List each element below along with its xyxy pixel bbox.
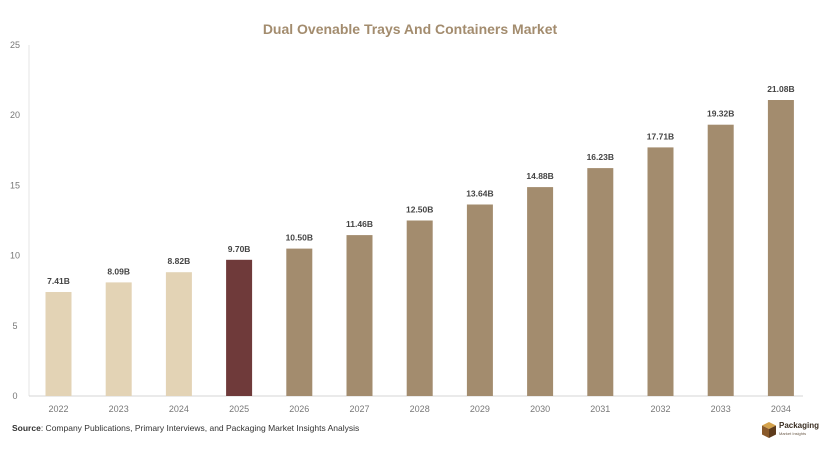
y-tick-label: 25 (10, 40, 20, 50)
data-label-2027: 11.46B (346, 219, 373, 229)
y-tick-label: 20 (10, 110, 20, 120)
x-tick-label-2022: 2022 (48, 404, 68, 414)
bar-2023 (105, 282, 132, 396)
source-label: Source (12, 423, 41, 433)
data-label-2030: 14.88B (526, 171, 553, 181)
source-note: Source: Company Publications, Primary In… (12, 423, 359, 433)
data-label-2034: 21.08B (767, 84, 794, 94)
source-text: : Company Publications, Primary Intervie… (40, 423, 360, 433)
data-label-2032: 17.71B (647, 131, 674, 141)
data-label-2028: 12.50B (406, 205, 433, 215)
x-tick-label-2034: 2034 (771, 404, 791, 414)
x-tick-label-2032: 2032 (650, 404, 670, 414)
bar-2031 (587, 168, 614, 396)
data-label-2033: 19.32B (707, 109, 734, 119)
x-tick-label-2031: 2031 (590, 404, 610, 414)
bar-2034 (767, 100, 794, 396)
x-tick-label-2025: 2025 (229, 404, 249, 414)
bar-2028 (406, 220, 433, 396)
bar-2022 (45, 292, 72, 396)
bar-2024 (165, 272, 192, 396)
data-label-2022: 7.41B (47, 276, 70, 286)
x-tick-label-2033: 2033 (711, 404, 731, 414)
data-label-2029: 13.64B (466, 189, 493, 199)
chart-title: Dual Ovenable Trays And Containers Marke… (262, 21, 558, 37)
data-labels-group: 7.41B 8.09B 8.82B 9.70B 10.50B 11.46B 12.50B 13… (47, 84, 794, 286)
bar-2025 (226, 259, 253, 396)
x-tick-label-2027: 2027 (349, 404, 369, 414)
x-tick-label-2026: 2026 (289, 404, 309, 414)
x-tick-label-2030: 2030 (530, 404, 550, 414)
x-tick-label-2023: 2023 (109, 404, 129, 414)
x-tick-label-2024: 2024 (169, 404, 189, 414)
bar-2027 (346, 235, 373, 396)
box-logo-icon (762, 422, 776, 438)
y-tick-label: 15 (10, 180, 20, 190)
bar-2029 (466, 204, 493, 396)
bars-group (45, 100, 794, 396)
data-label-2026: 10.50B (286, 233, 313, 243)
brand-logo: Packaging Market Insights (758, 419, 820, 443)
y-tick-label: 0 (12, 391, 17, 401)
x-axis-ticks: 2022 2023 2024 2025 2026 2027 2028 2029 2030 2031… (48, 404, 790, 414)
data-label-2023: 8.09B (107, 266, 130, 276)
y-axis-ticks: 0 5 10 15 20 25 (10, 40, 20, 401)
data-label-2025: 9.70B (228, 244, 251, 254)
y-tick-label: 5 (12, 321, 17, 331)
x-tick-label-2028: 2028 (410, 404, 430, 414)
bar-2032 (647, 147, 674, 396)
logo-tagline: Market Insights (779, 431, 807, 436)
bar-2033 (707, 124, 734, 396)
logo-name: Packaging (779, 421, 820, 430)
bar-2026 (286, 248, 313, 396)
data-label-2024: 8.82B (168, 256, 191, 266)
x-tick-label-2029: 2029 (470, 404, 490, 414)
y-tick-label: 10 (10, 251, 20, 261)
bar-2030 (527, 187, 554, 396)
data-label-2031: 16.23B (587, 152, 614, 162)
